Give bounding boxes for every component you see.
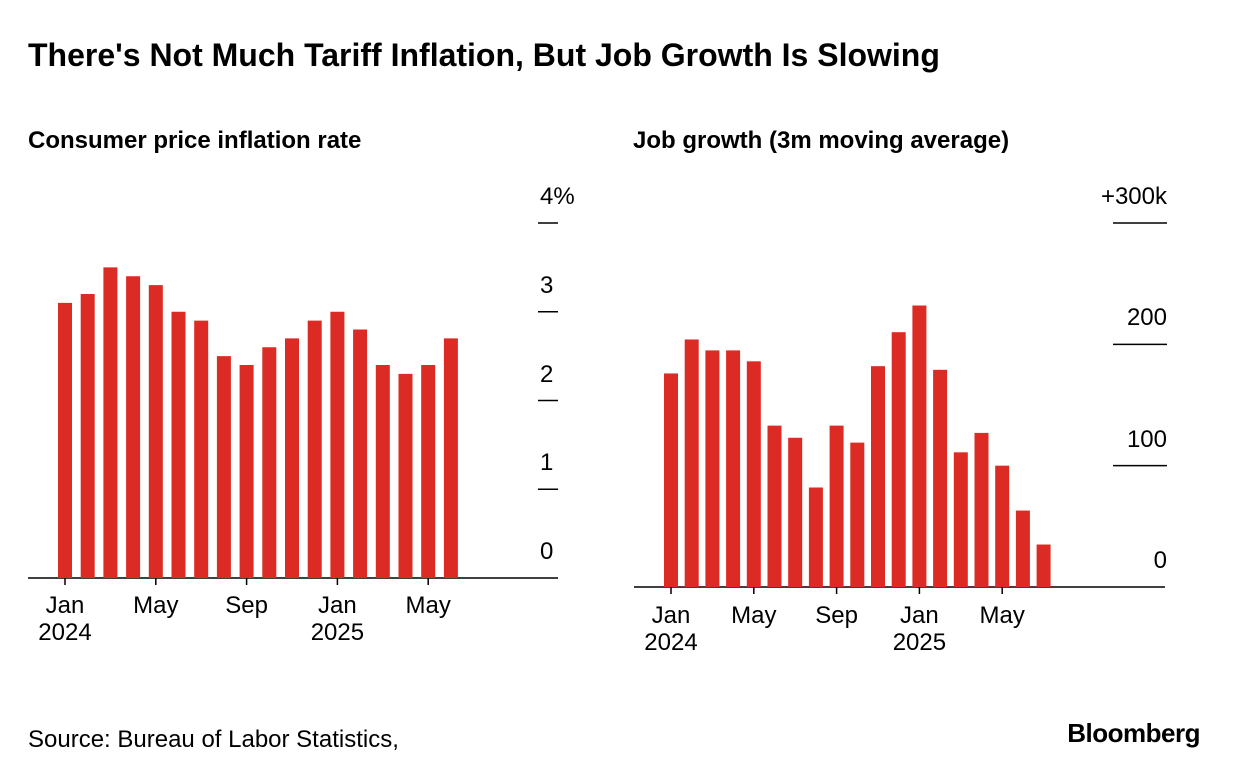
chart-title: Consumer price inflation rate: [28, 127, 362, 154]
bar: [933, 369, 948, 587]
bar: [1036, 544, 1051, 587]
bar: [705, 350, 720, 587]
bar: [239, 365, 254, 578]
logo: Bloomberg: [1067, 718, 1200, 748]
bar: [953, 452, 968, 587]
bar: [375, 365, 390, 578]
bar: [353, 329, 368, 578]
page-title: There's Not Much Tariff Inflation, But J…: [28, 37, 940, 73]
bar: [912, 305, 927, 587]
x-tick-label: Sep: [815, 602, 858, 629]
y-tick-label: 2: [540, 360, 554, 388]
bar: [664, 373, 678, 587]
x-tick-label: May: [133, 592, 179, 619]
bar: [398, 373, 413, 578]
y-tick-label: 0: [1153, 547, 1167, 574]
x-tick-label: Sep: [225, 592, 268, 619]
bar: [148, 285, 163, 578]
y-tick-label: 1: [540, 449, 554, 477]
bar: [871, 366, 885, 587]
bar: [307, 320, 322, 578]
bar: [746, 361, 761, 587]
y-tick-label: 200: [1126, 304, 1167, 332]
bar: [216, 356, 231, 578]
bar: [891, 332, 906, 587]
bar: [421, 365, 436, 578]
bar: [330, 311, 345, 578]
bar: [1015, 510, 1030, 587]
bar: [58, 302, 72, 578]
y-tick-label: 3: [540, 271, 554, 299]
y-tick-label: 100: [1126, 425, 1167, 453]
x-tick-label: Jan 2025: [310, 592, 365, 646]
bar: [171, 311, 186, 578]
x-tick-label: Jan 2025: [892, 602, 947, 656]
bar: [974, 432, 989, 587]
bar: [767, 425, 782, 587]
x-tick-label: Jan 2024: [644, 602, 698, 656]
bar: [126, 276, 141, 578]
x-tick-label: May: [731, 602, 777, 629]
source: Source: Bureau of Labor Statistics,: [28, 726, 399, 753]
bar: [995, 465, 1010, 587]
chart-title: Job growth (3m moving average): [633, 127, 1010, 154]
bar: [103, 267, 118, 578]
bar: [850, 442, 865, 587]
bar: [684, 339, 699, 587]
bar: [80, 294, 95, 578]
y-tick-label: +300k: [1100, 183, 1167, 210]
bar: [788, 437, 803, 587]
x-tick-label: May: [979, 602, 1025, 629]
bar: [829, 425, 844, 587]
bar: [726, 350, 741, 587]
bar: [443, 338, 458, 578]
bar: [808, 487, 823, 587]
bar: [262, 347, 277, 578]
y-tick-label: 0: [540, 538, 554, 565]
x-tick-label: Jan 2024: [38, 592, 92, 646]
y-tick-label: 4%: [540, 183, 575, 210]
bar: [285, 338, 299, 578]
x-tick-label: May: [405, 592, 451, 619]
bar: [194, 320, 209, 578]
